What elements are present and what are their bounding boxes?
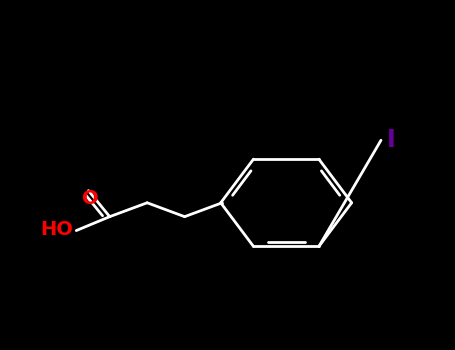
Text: I: I	[386, 128, 395, 152]
Text: O: O	[82, 189, 99, 208]
Text: HO: HO	[40, 220, 73, 239]
